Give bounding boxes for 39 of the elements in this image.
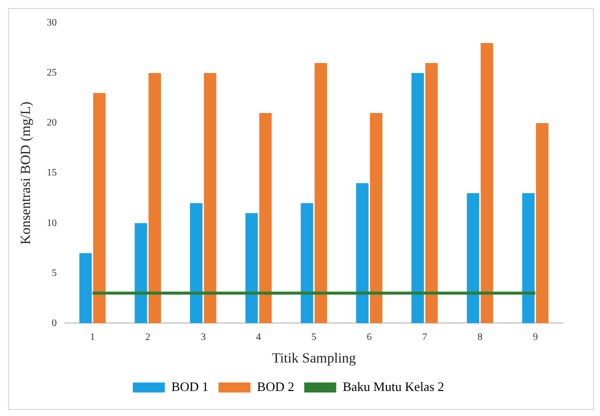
bar bbox=[466, 193, 480, 324]
bar bbox=[314, 63, 328, 324]
x-axis-title: Titik Sampling bbox=[272, 351, 356, 366]
bar bbox=[245, 213, 258, 324]
bar bbox=[425, 63, 438, 324]
x-tick-label: 1 bbox=[90, 332, 95, 343]
x-tick-label: 9 bbox=[532, 332, 538, 343]
x-tick-label: 5 bbox=[311, 332, 316, 343]
legend-label: BOD 1 bbox=[171, 378, 209, 394]
x-tick-label: 6 bbox=[366, 332, 372, 343]
legend-label: BOD 2 bbox=[257, 378, 294, 394]
bar bbox=[190, 203, 202, 324]
bar bbox=[148, 73, 161, 324]
bar bbox=[356, 183, 369, 324]
bar bbox=[134, 223, 148, 324]
y-tick-label: 15 bbox=[46, 168, 57, 179]
bar bbox=[300, 203, 314, 324]
x-tick-label: 3 bbox=[200, 332, 206, 343]
bar bbox=[480, 43, 494, 324]
bar bbox=[370, 113, 382, 324]
x-tick-label: 8 bbox=[477, 332, 482, 343]
x-tick-label: 7 bbox=[422, 332, 428, 343]
x-tick-label: 2 bbox=[145, 332, 150, 343]
bar bbox=[522, 193, 535, 324]
bar bbox=[93, 93, 106, 324]
x-tick-label: 4 bbox=[256, 332, 262, 343]
bar bbox=[79, 253, 92, 324]
y-tick-label: 5 bbox=[52, 268, 57, 279]
legend-label: Baku Mutu Kelas 2 bbox=[342, 378, 444, 394]
y-tick-label: 30 bbox=[46, 18, 57, 29]
bar bbox=[411, 73, 424, 324]
y-axis-title: Konsentrasi BOD (mg/L) bbox=[19, 101, 34, 245]
y-tick-label: 0 bbox=[52, 318, 57, 329]
bar bbox=[536, 123, 548, 324]
bar bbox=[259, 113, 272, 324]
y-tick-label: 10 bbox=[46, 218, 57, 229]
y-tick-label: 20 bbox=[46, 118, 57, 129]
bar bbox=[204, 73, 216, 324]
y-tick-label: 25 bbox=[46, 68, 57, 79]
